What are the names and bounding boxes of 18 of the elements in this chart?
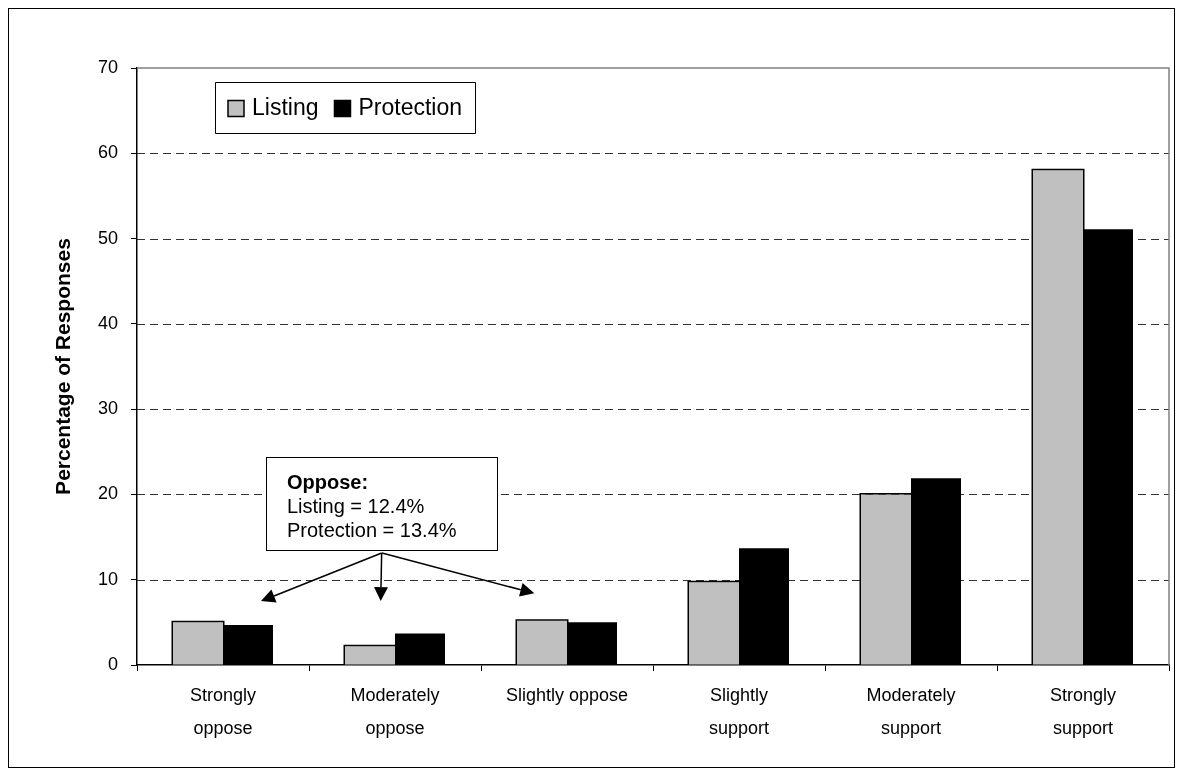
y-axis-title: Percentage of Responses [51, 238, 75, 495]
y-tick-label: 20 [97, 483, 118, 504]
x-tick-label: Slightly support [708, 684, 770, 738]
y-tick-label: 50 [97, 227, 118, 248]
annotation: Oppose: Listing = 12.4% Protection = 13.4% [287, 470, 457, 542]
y-tick-label: 60 [97, 142, 118, 163]
y-tick-label: 10 [97, 568, 118, 589]
y-tick-label: 70 [97, 56, 118, 77]
x-tick-label: Strongly support [1049, 684, 1117, 738]
y-tick-label: 30 [97, 398, 118, 419]
legend-label: Protection [358, 93, 463, 120]
y-tick-label: 0 [107, 653, 118, 674]
legend-label: Listing [252, 93, 319, 120]
x-tick-label: Moderately oppose [350, 684, 440, 738]
x-tick-label: Strongly oppose [189, 684, 257, 738]
x-tick-label: Slightly oppose [505, 684, 629, 705]
x-tick-label: Moderately support [866, 684, 956, 738]
y-tick-label: 40 [97, 312, 118, 333]
